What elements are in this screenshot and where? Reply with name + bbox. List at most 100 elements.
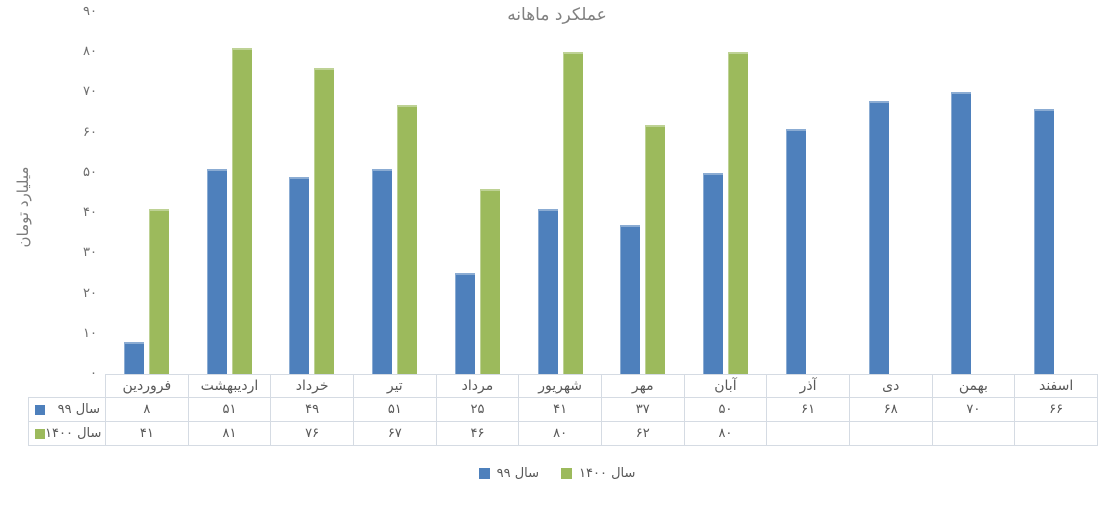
series-name: سال ۹۹ [57, 402, 100, 417]
plot-area [105, 12, 1098, 374]
value-cell-s1-m10: ۶۸ [848, 397, 933, 422]
bar-series1-month11 [951, 92, 972, 374]
month-header-1: فروردین [105, 374, 189, 398]
bar-series1-month8 [703, 172, 724, 374]
bar-series2-month3 [314, 68, 335, 374]
category-group-11 [933, 12, 1016, 374]
value-cell-s2-m11 [931, 421, 1016, 446]
category-group-3 [271, 12, 354, 374]
legend: سال ۹۹ سال ۱۴۰۰ [0, 466, 1114, 481]
bar-series1-month5 [454, 273, 475, 374]
bar-series1-month2 [206, 168, 227, 374]
bar-series1-month6 [537, 209, 558, 374]
bar-series2-month5 [479, 188, 500, 374]
category-group-6 [519, 12, 602, 374]
series-key-icon [35, 428, 45, 439]
series-row-label: سال ۹۹ [30, 402, 105, 417]
value-cell-s1-m9: ۶۱ [766, 397, 850, 422]
month-header-9: آذر [766, 374, 850, 398]
series-key-icon [35, 404, 45, 415]
category-group-12 [1015, 12, 1098, 374]
series-row-header-1: سال ۹۹ [28, 397, 106, 422]
month-header-10: دی [848, 374, 933, 398]
value-cell-s2-m4: ۶۷ [352, 421, 437, 446]
month-header-11: بهمن [931, 374, 1016, 398]
value-cell-s2-m5: ۴۶ [435, 421, 520, 446]
legend-item-series2: سال ۱۴۰۰ [561, 466, 635, 481]
value-cell-s1-m4: ۵۱ [352, 397, 437, 422]
value-cell-s2-m12 [1014, 421, 1098, 446]
category-group-2 [188, 12, 271, 374]
y-tick-label-40: ۴۰ [83, 205, 97, 221]
bar-series2-month1 [148, 209, 169, 374]
value-cell-s2-m7: ۶۲ [600, 421, 685, 446]
y-tick-label-80: ۸۰ [83, 44, 97, 60]
y-axis-tick-labels: ۰ ۱۰ ۲۰ ۳۰ ۴۰ ۵۰ ۶۰ ۷۰ ۸۰ ۹۰ [28, 0, 97, 392]
month-header-7: مهر [600, 374, 685, 398]
bar-series2-month6 [562, 52, 583, 374]
value-cell-s2-m1: ۴۱ [105, 421, 189, 446]
y-tick-label-90: ۹۰ [83, 4, 97, 19]
category-group-7 [602, 12, 685, 374]
value-cell-s1-m8: ۵۰ [683, 397, 768, 422]
bar-series2-month7 [645, 124, 666, 374]
value-cell-s1-m3: ۴۹ [270, 397, 354, 422]
month-header-12: اسفند [1014, 374, 1098, 398]
legend-label: سال ۹۹ [496, 466, 540, 481]
category-group-4 [353, 12, 436, 374]
bar-series1-month10 [868, 100, 889, 374]
chart-title: عملکرد ماهانه [507, 5, 607, 25]
value-cell-s2-m6: ۸۰ [518, 421, 602, 446]
legend-key-icon [478, 468, 490, 479]
bar-series1-month1 [123, 341, 144, 374]
y-tick-label-50: ۵۰ [83, 164, 97, 180]
y-tick-label-30: ۳۰ [83, 245, 97, 261]
table-row-series1: سال ۹۹ ۸ ۵۱ ۴۹ ۵۱ ۲۵ ۴۱ ۳۷ ۵۰ ۶۱ ۶۸ ۷۰ ۶۶ [28, 397, 1098, 422]
category-group-8 [684, 12, 767, 374]
value-cell-s2-m9 [766, 421, 850, 446]
value-cell-s2-m8: ۸۰ [683, 421, 768, 446]
value-cell-s1-m2: ۵۱ [187, 397, 272, 422]
bar-series1-month12 [1034, 108, 1055, 374]
legend-label: سال ۱۴۰۰ [579, 466, 636, 481]
series-name: سال ۱۴۰۰ [45, 426, 102, 441]
y-tick-label-0: ۰ [90, 366, 97, 381]
category-group-9 [767, 12, 850, 374]
month-header-4: تیر [352, 374, 437, 398]
bar-series1-month7 [620, 225, 641, 374]
bar-series2-month8 [728, 52, 749, 374]
category-group-1 [105, 12, 188, 374]
bar-series2-month4 [397, 104, 418, 374]
y-tick-label-20: ۲۰ [83, 285, 97, 301]
value-cell-s2-m10 [848, 421, 933, 446]
month-header-8: آبان [683, 374, 768, 398]
value-cell-s1-m5: ۲۵ [435, 397, 520, 422]
table-corner-cell [29, 375, 106, 398]
value-cell-s1-m12: ۶۶ [1014, 397, 1098, 422]
legend-key-icon [561, 468, 573, 479]
table-row-series2: سال ۱۴۰۰ ۴۱ ۸۱ ۷۶ ۶۷ ۴۶ ۸۰ ۶۲ ۸۰ [28, 421, 1098, 446]
value-cell-s2-m2: ۸۱ [187, 421, 272, 446]
month-header-5: مرداد [435, 374, 520, 398]
value-cell-s2-m3: ۷۶ [270, 421, 354, 446]
month-header-3: خرداد [270, 374, 354, 398]
value-cell-s1-m1: ۸ [105, 397, 189, 422]
category-group-10 [850, 12, 933, 374]
value-cell-s1-m6: ۴۱ [518, 397, 602, 422]
bar-series1-month9 [785, 128, 806, 374]
month-header-row: فروردین اردیبهشت خرداد تیر مرداد شهریور مهر آبا… [29, 374, 1098, 398]
y-tick-label-70: ۷۰ [83, 84, 97, 100]
category-group-5 [436, 12, 519, 374]
y-tick-label-10: ۱۰ [83, 325, 97, 341]
bar-series2-month2 [231, 48, 252, 374]
value-cell-s1-m7: ۳۷ [600, 397, 685, 422]
bar-series1-month4 [372, 168, 393, 374]
legend-item-series1: سال ۹۹ [478, 466, 540, 481]
series-row-label: سال ۱۴۰۰ [30, 426, 105, 441]
bar-series1-month3 [289, 176, 310, 374]
value-cell-s1-m11: ۷۰ [931, 397, 1016, 422]
y-tick-label-60: ۶۰ [83, 124, 97, 140]
series-row-header-2: سال ۱۴۰۰ [28, 421, 106, 446]
data-table: فروردین اردیبهشت خرداد تیر مرداد شهریور مهر آبا… [28, 374, 1098, 446]
